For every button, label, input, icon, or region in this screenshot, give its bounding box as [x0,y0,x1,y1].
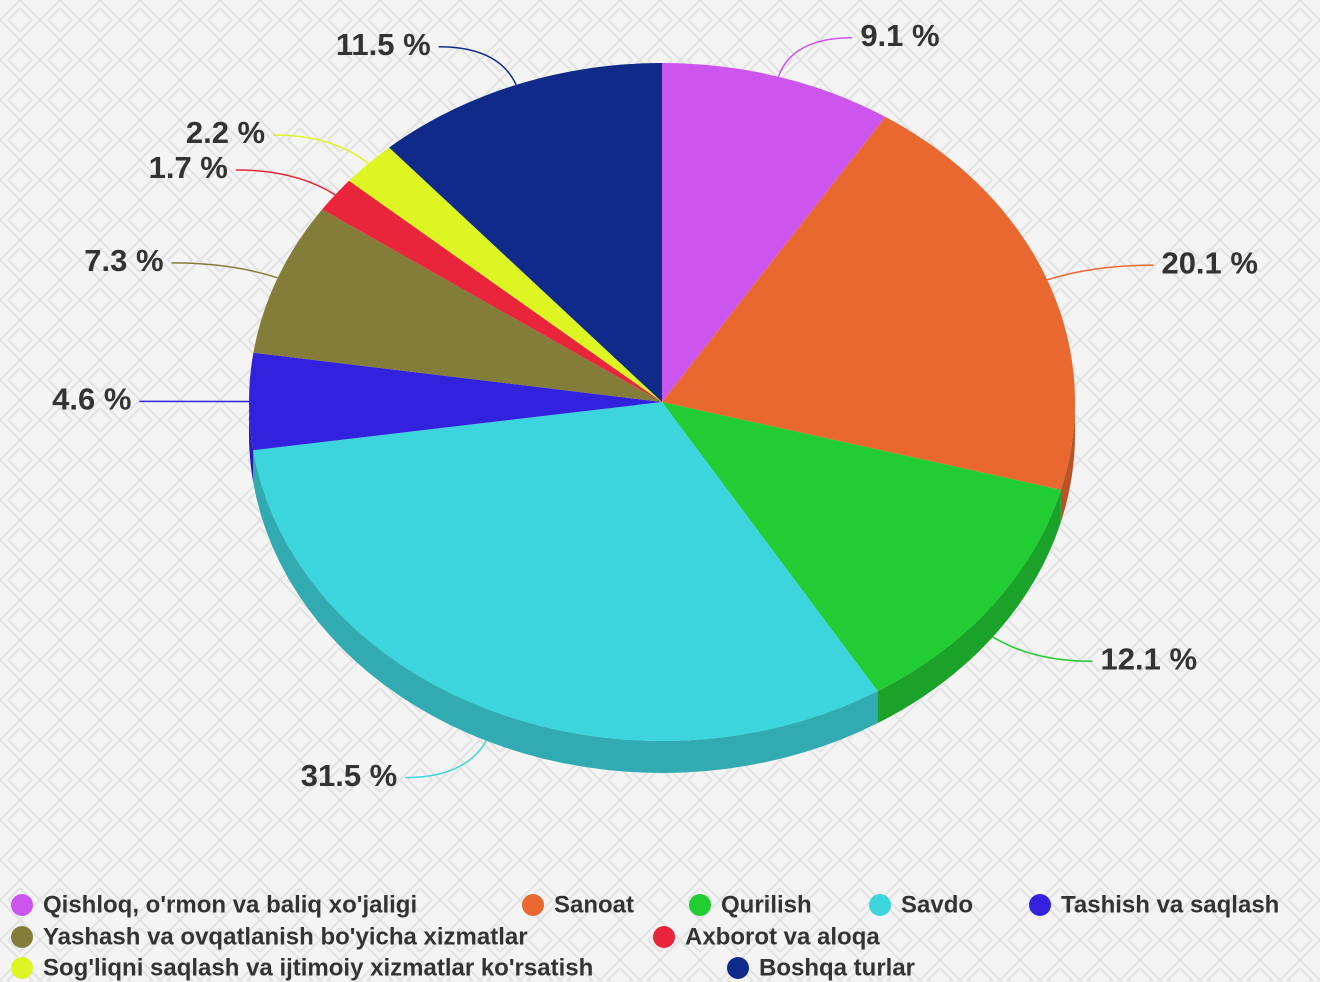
leader-line [235,169,336,196]
legend-marker [11,957,33,979]
slice [662,116,1075,490]
data-label: 7.3 % [84,243,163,278]
slice [253,209,662,402]
legend-marker [653,926,675,948]
legend-label: Qishloq, o'rmon va baliq xo'jaligi [43,891,417,918]
leader-line [1047,264,1154,281]
legend-label: Sanoat [554,891,634,918]
legend-marker [689,894,711,916]
data-label: 2.2 % [186,115,265,150]
legend-label: Boshqa turlar [759,954,915,981]
slice [253,402,878,741]
legend-label: Yashash va ovqatlanish bo'yicha xizmatla… [43,923,528,950]
slice [322,180,662,402]
leader-line [438,46,517,86]
legend-label: Axborot va aloqa [685,923,880,950]
leader-line [992,636,1093,663]
slice [349,147,662,402]
leader-line [273,134,369,165]
legend-label: Tashish va saqlash [1061,891,1279,918]
legend-marker [11,894,33,916]
data-label: 11.5 % [336,27,431,62]
data-label: 12.1 % [1101,641,1198,676]
slice-side [253,450,878,773]
legend-marker [522,894,544,916]
data-label: 4.6 % [52,382,131,417]
legend-label: Savdo [901,891,973,918]
slice [662,63,886,402]
slice [662,402,1061,692]
leader-line [777,36,853,77]
legend-marker [1029,894,1051,916]
data-label: 1.7 % [149,150,228,185]
slice [249,352,663,451]
legend-marker [869,894,891,916]
legend-marker [727,957,749,979]
legend-label: Sog'liqni saqlash va ijtimoiy xizmatlar … [43,954,593,981]
slice-side [249,402,254,483]
leader-line [171,262,278,279]
data-label: 31.5 % [301,758,398,793]
slice-side [1060,402,1075,522]
leader-line [405,740,487,779]
legend-label: Qurilish [721,891,812,918]
slice-side [877,489,1061,724]
data-label: 9.1 % [860,18,939,53]
legend-marker [11,926,33,948]
data-label: 20.1 % [1161,245,1258,280]
slice [389,63,662,402]
